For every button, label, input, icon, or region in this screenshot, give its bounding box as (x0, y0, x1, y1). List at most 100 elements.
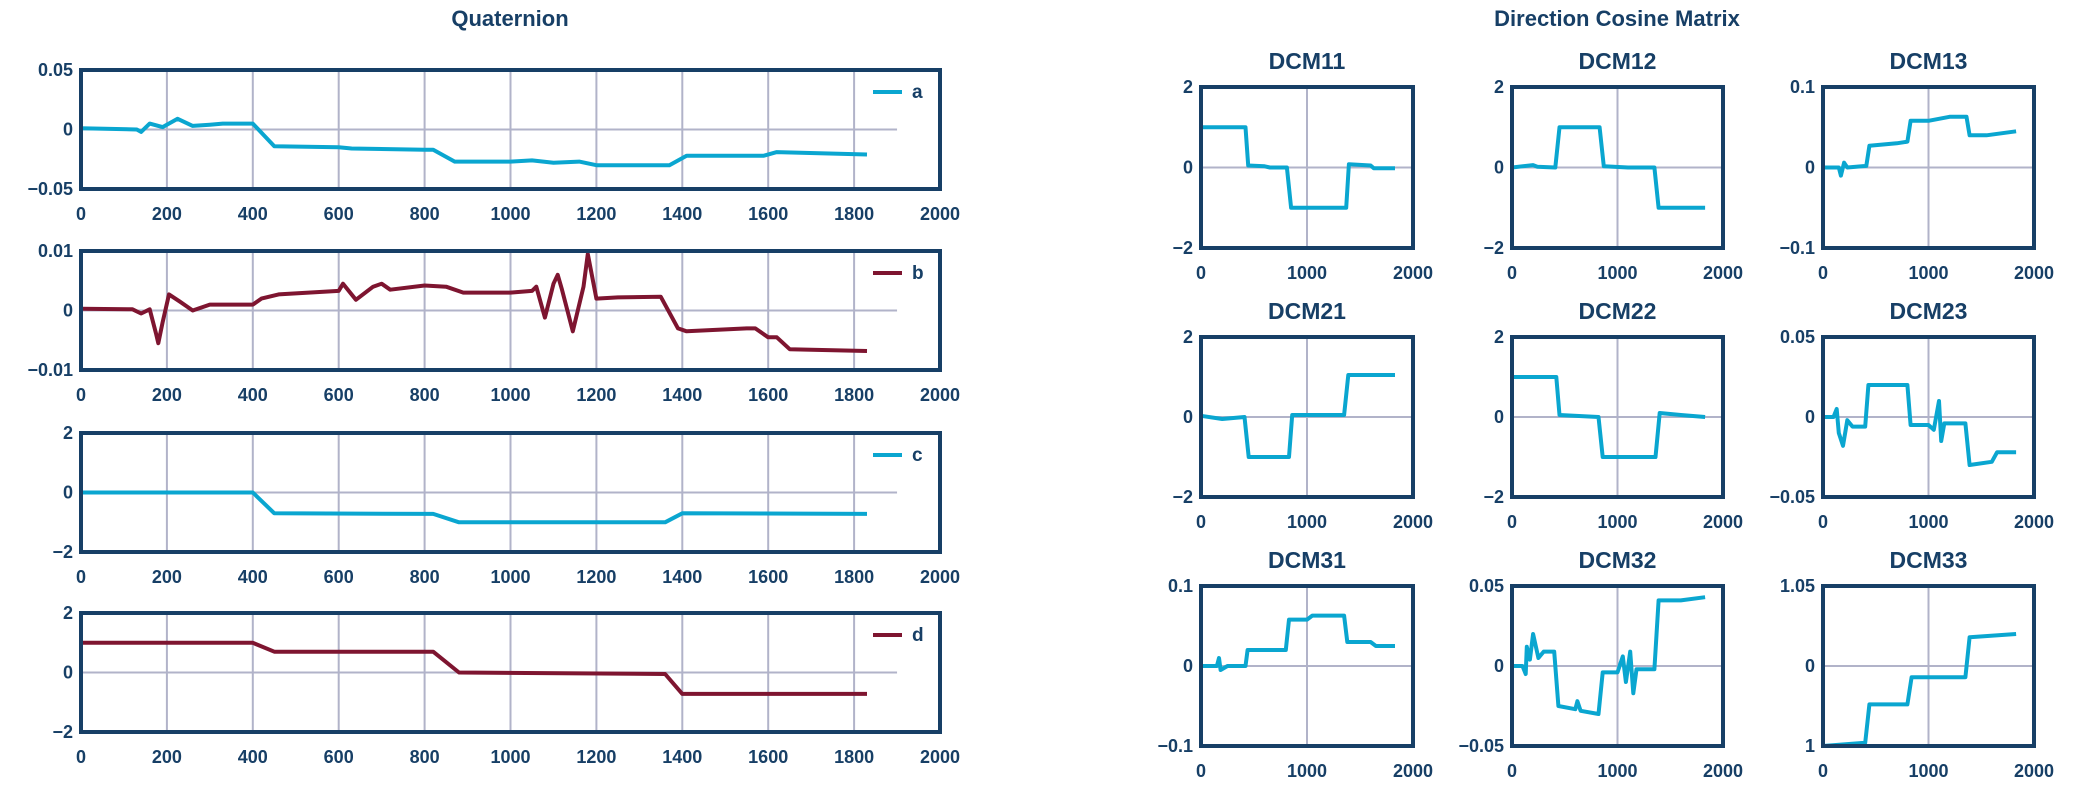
x-tick-label: 1000 (1908, 263, 1948, 283)
x-tick-label: 400 (238, 204, 268, 224)
y-tick-label: −0.1 (1157, 736, 1193, 756)
y-tick-label: 2 (63, 603, 73, 623)
chart-q-c: 20−20 200 400 600 800 1000 1200 1400 1600 1800 200… (52, 423, 960, 587)
x-tick-label: 1200 (576, 747, 616, 767)
x-tick-label: 1000 (1908, 512, 1948, 532)
x-tick-label: 1000 (1597, 761, 1637, 781)
series-line-dcm12 (1511, 125, 1706, 210)
plot-frame (1821, 85, 2036, 250)
y-tick-label: −0.01 (27, 360, 73, 380)
y-tick-label: 0.01 (38, 241, 73, 261)
x-tick-label: 0 (1818, 761, 1828, 781)
plot-frame (79, 249, 942, 372)
series-line-q-c (81, 490, 868, 525)
series-line-dcm23 (1823, 383, 2017, 467)
x-tick-label: 1200 (576, 204, 616, 224)
x-tick-label: 2000 (920, 204, 960, 224)
plot-frame (79, 611, 942, 734)
x-tick-label: 1800 (834, 385, 874, 405)
plot-frame (1510, 584, 1725, 748)
y-tick-label: −0.05 (1458, 736, 1504, 756)
x-tick-label: 800 (410, 385, 440, 405)
x-tick-label: 400 (238, 385, 268, 405)
x-tick-label: 400 (238, 567, 268, 587)
legend-label: c (912, 445, 923, 466)
y-tick-label: 2 (63, 423, 73, 443)
series-line-dcm32 (1512, 595, 1706, 716)
y-tick-label: −2 (1483, 238, 1504, 258)
y-tick-label: 1.05 (1780, 576, 1815, 596)
plot-frame (1510, 85, 1725, 250)
x-tick-label: 0 (1196, 512, 1206, 532)
x-tick-label: 0 (76, 385, 86, 405)
x-tick-label: 2000 (2014, 512, 2054, 532)
subplot-title: DCM13 (1890, 48, 1968, 74)
x-tick-label: 0 (76, 204, 86, 224)
x-tick-label: 200 (152, 567, 182, 587)
y-tick-label: 0 (1183, 158, 1193, 178)
x-tick-label: 2000 (1393, 512, 1433, 532)
x-tick-label: 600 (324, 567, 354, 587)
x-tick-label: 2000 (920, 747, 960, 767)
x-tick-label: 200 (152, 385, 182, 405)
plot-frame (1199, 335, 1415, 499)
x-tick-label: 1600 (748, 204, 788, 224)
x-tick-label: 2000 (1703, 512, 1743, 532)
series-line-q-a (80, 116, 868, 168)
x-tick-label: 1400 (662, 747, 702, 767)
y-tick-label: 0 (63, 483, 73, 503)
y-tick-label: 0 (63, 120, 73, 140)
x-tick-label: 2000 (920, 567, 960, 587)
y-tick-label: −2 (52, 722, 73, 742)
x-tick-label: 1200 (576, 385, 616, 405)
series-line-dcm11 (1201, 125, 1395, 210)
y-tick-label: 0 (1805, 656, 1815, 676)
series-line-dcm33 (1822, 632, 2017, 748)
x-tick-label: 1000 (490, 204, 530, 224)
x-tick-label: 1000 (1908, 761, 1948, 781)
series-line-q-d (81, 640, 867, 696)
x-tick-label: 200 (152, 204, 182, 224)
subplot-title: DCM21 (1268, 298, 1346, 324)
y-tick-label: 2 (1183, 77, 1193, 97)
y-tick-label: 0.05 (38, 60, 73, 80)
x-tick-label: 1000 (1287, 263, 1327, 283)
x-tick-label: 2000 (1393, 761, 1433, 781)
y-tick-label: −2 (52, 542, 73, 562)
legend-label: d (912, 625, 924, 646)
x-tick-label: 0 (1507, 761, 1517, 781)
x-tick-label: 1400 (662, 385, 702, 405)
x-tick-label: 1200 (576, 567, 616, 587)
x-tick-label: 0 (76, 747, 86, 767)
plot-frame (1821, 335, 2036, 499)
x-tick-label: 1400 (662, 567, 702, 587)
y-tick-label: 0 (63, 301, 73, 321)
y-tick-label: 0 (1805, 158, 1815, 178)
chart-q-a: 0.050−0.050 200 400 600 800 1000 1200 1400 1600 1… (27, 60, 960, 224)
x-tick-label: 800 (410, 747, 440, 767)
x-tick-label: 1000 (1597, 512, 1637, 532)
subplot-title: DCM22 (1579, 298, 1657, 324)
x-tick-label: 1000 (1597, 263, 1637, 283)
plot-frame (79, 68, 942, 191)
y-tick-label: 0.05 (1780, 327, 1815, 347)
chart-q-b: 0.010−0.010 200 400 600 800 1000 1200 1400 1600 1… (27, 241, 960, 405)
y-tick-label: 0 (63, 663, 73, 683)
subplot-title: DCM33 (1890, 547, 1968, 573)
y-tick-label: 0 (1494, 407, 1504, 427)
y-tick-label: 0 (1494, 158, 1504, 178)
subplot-title: DCM32 (1579, 547, 1657, 573)
chart-q-d: 20−20 200 400 600 800 1000 1200 1400 1600 1800 200… (52, 603, 960, 767)
y-tick-label: 0 (1805, 407, 1815, 427)
x-tick-label: 600 (324, 747, 354, 767)
y-tick-label: 0 (1183, 656, 1193, 676)
x-tick-label: 2000 (1703, 761, 1743, 781)
plot-frame (79, 431, 942, 554)
x-tick-label: 0 (1507, 512, 1517, 532)
x-tick-label: 800 (410, 204, 440, 224)
y-tick-label: −2 (1172, 487, 1193, 507)
